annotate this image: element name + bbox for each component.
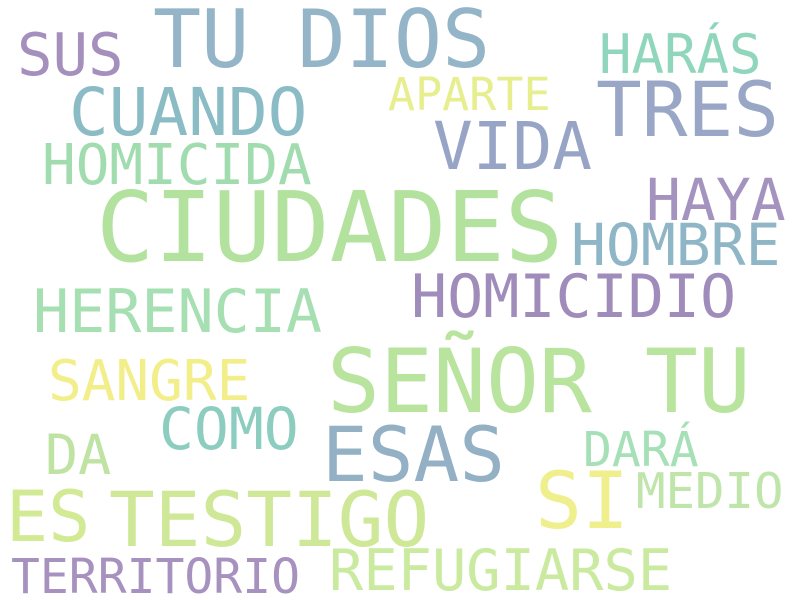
word-haras: HARÁS: [599, 23, 762, 86]
word-como: COMO: [159, 395, 299, 463]
word-da: DA: [45, 423, 112, 487]
word-aparte: APARTE: [388, 68, 551, 121]
word-dara: DARÁ: [583, 422, 699, 478]
word-refugiarse: REFUGIARSE: [329, 538, 673, 600]
word-ciudades: CIUDADES: [96, 171, 564, 284]
word-medio: MEDIO: [636, 463, 784, 520]
word-senor-tu: SEÑOR TU: [327, 330, 751, 433]
word-haya: HAYA: [646, 166, 786, 234]
word-si: SI: [535, 457, 629, 547]
word-tres: TRES: [596, 65, 780, 154]
word-tu-dios: TU DIOS: [153, 0, 491, 86]
word-sus: SUS: [17, 20, 124, 89]
word-testigo: TESTIGO: [109, 475, 430, 564]
word-herencia: HERENCIA: [33, 277, 322, 347]
word-territorio: TERRITORIO: [11, 549, 300, 600]
word-hombre: HOMBRE: [571, 211, 781, 279]
word-homicida: HOMICIDA: [42, 133, 312, 198]
word-esas: ESAS: [322, 410, 506, 499]
word-sangre: SANGRE: [48, 349, 251, 414]
word-vida: VIDA: [433, 108, 592, 185]
word-homicidio: HOMICIDIO: [411, 262, 737, 332]
word-es: ES: [6, 476, 91, 558]
word-cuando: CUANDO: [69, 74, 308, 151]
